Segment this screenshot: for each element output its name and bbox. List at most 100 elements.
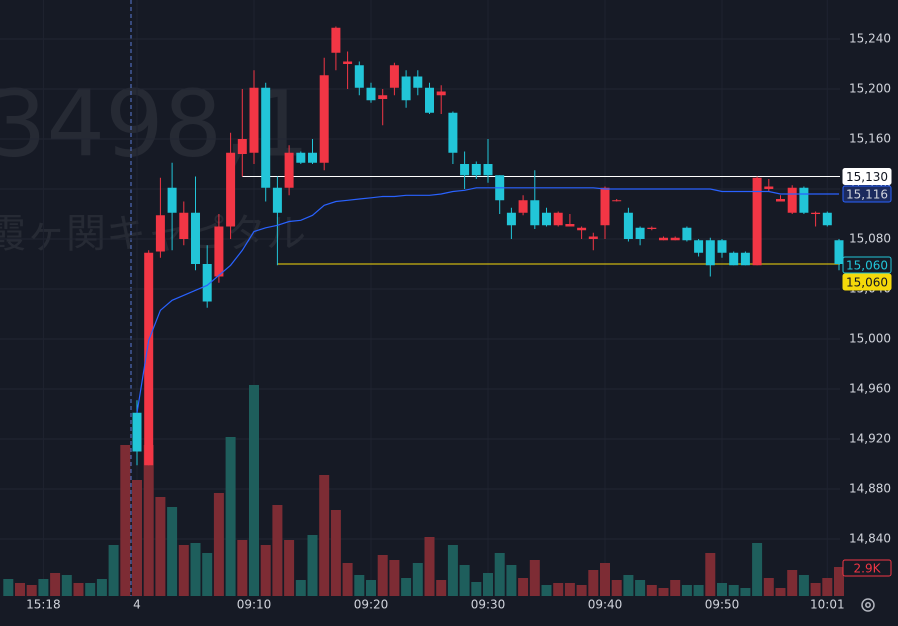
settings-icon[interactable] — [861, 598, 875, 612]
volume-bar — [658, 588, 669, 596]
volume-bar — [529, 560, 540, 596]
volume-bar — [471, 582, 482, 596]
volume-bar — [728, 585, 739, 596]
candle-body — [249, 87, 259, 153]
volume-bar — [155, 497, 166, 596]
volume-bar — [50, 573, 61, 596]
price-layer — [132, 26, 844, 466]
x-tick-label: 10:01 — [810, 598, 845, 612]
volume-bar — [401, 578, 412, 596]
candle-body — [811, 212, 821, 214]
volume-bar — [377, 555, 388, 596]
candle-body — [331, 27, 341, 53]
volume-bar — [120, 445, 131, 596]
volume-bar — [588, 570, 599, 596]
volume-bar — [553, 583, 564, 596]
candle-body — [787, 187, 797, 213]
candle-body — [237, 139, 247, 154]
candle-body — [834, 240, 844, 264]
volume-bar — [260, 545, 271, 596]
candle-body — [378, 95, 388, 99]
volume-bar — [822, 578, 833, 596]
volume-bar — [366, 580, 376, 596]
candle-body — [343, 61, 353, 64]
candle-body — [740, 252, 750, 266]
y-tick-label: 15,000 — [849, 332, 891, 346]
candle-body — [764, 186, 774, 189]
candle-body — [214, 226, 224, 277]
grid — [0, 0, 840, 596]
candle-body — [413, 76, 423, 88]
candle-body — [776, 199, 785, 202]
candle-body — [717, 240, 727, 253]
candle-body — [600, 187, 610, 226]
volume-bar — [752, 543, 763, 596]
volume-bar — [354, 575, 365, 596]
volume-bar — [611, 580, 622, 596]
moving-average — [136, 187, 839, 413]
y-tick-label: 15,240 — [849, 32, 891, 46]
volume-bar — [740, 588, 751, 596]
candle-body — [460, 164, 470, 176]
candle-body — [530, 200, 540, 226]
x-tick-label: 09:40 — [588, 598, 623, 612]
candle-body — [366, 87, 376, 101]
y-tick-label: 14,880 — [849, 482, 891, 496]
candle-body — [483, 164, 493, 176]
volume-bar — [787, 570, 798, 596]
level-badge: 15,130 — [846, 170, 888, 184]
candle-body — [577, 227, 587, 231]
watermark-name: 霞ヶ関キャピタル — [0, 211, 306, 257]
volume-bar — [272, 505, 283, 596]
candle-body — [506, 212, 516, 226]
candle-body — [284, 152, 294, 188]
volume-badge: 2.9K — [854, 562, 882, 576]
level-badge-bg — [842, 273, 892, 291]
volume-bar — [73, 583, 84, 596]
volume-bar — [237, 540, 248, 596]
candle-body — [659, 237, 668, 241]
candle-body — [647, 227, 657, 229]
volume-bar — [670, 580, 681, 596]
volume-bar — [26, 585, 37, 596]
volume-bar — [494, 553, 505, 596]
candle-body — [705, 240, 715, 266]
volume-bar — [623, 575, 634, 596]
candle-body — [179, 212, 189, 239]
volume-bar — [459, 565, 470, 596]
volume-bar — [307, 535, 318, 596]
volume-bar — [389, 560, 400, 596]
level-badge-bg — [842, 168, 892, 185]
candle-body — [682, 227, 692, 241]
candle-body — [202, 264, 212, 302]
volume-layer — [3, 385, 844, 596]
volume-bar — [225, 437, 236, 596]
candle-body — [191, 212, 200, 264]
last-price-badge: 15,060 — [846, 259, 888, 273]
volume-bar — [483, 573, 493, 596]
volume-bar — [330, 510, 341, 596]
candle-body — [752, 177, 762, 266]
candle-body — [553, 212, 563, 226]
volume-bar — [681, 585, 692, 596]
candle-body — [308, 152, 317, 163]
volume-badge-bg — [842, 559, 892, 577]
volume-bar — [61, 575, 72, 596]
volume-bar — [810, 583, 821, 596]
volume-bar — [202, 553, 213, 596]
volume-bar — [798, 575, 809, 596]
y-tick-label: 14,960 — [849, 382, 891, 396]
candle-body — [822, 212, 832, 226]
volume-bar — [506, 565, 517, 596]
volume-bar — [412, 563, 423, 596]
level-badge: 15,060 — [846, 276, 888, 290]
y-tick-label: 15,160 — [849, 132, 891, 146]
y-tick-label: 15,200 — [849, 82, 891, 96]
candle-body — [261, 87, 271, 188]
volume-bar — [190, 543, 201, 596]
volume-bar — [132, 480, 142, 596]
volume-bar — [705, 553, 716, 596]
volume-bar — [342, 563, 353, 596]
volume-bar — [178, 545, 189, 596]
y-tick-label: 15,080 — [849, 232, 891, 246]
